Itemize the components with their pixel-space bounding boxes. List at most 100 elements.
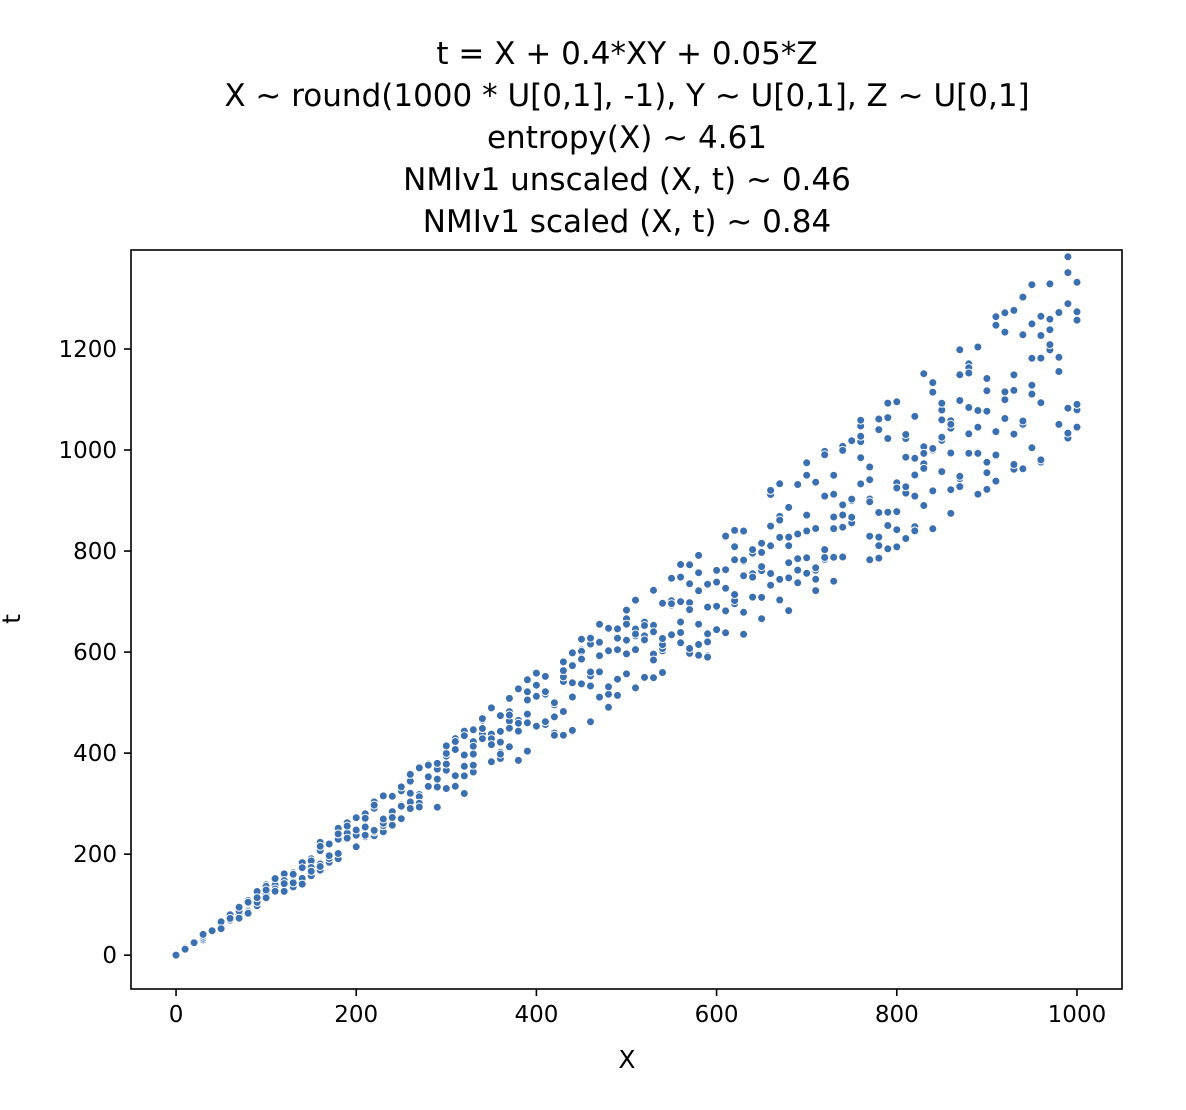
scatter-point (937, 415, 947, 425)
scatter-point (378, 814, 388, 824)
scatter-point (613, 624, 622, 634)
scatter-point (333, 829, 343, 839)
scatter-point (784, 606, 794, 616)
scatter-point (315, 862, 325, 871)
scatter-point (631, 629, 640, 639)
scatter-point (685, 644, 695, 653)
scatter-point (360, 830, 370, 840)
scatter-point (946, 419, 956, 429)
scatter-point (586, 633, 595, 643)
scatter-point (874, 414, 884, 424)
scatter-point (847, 494, 857, 504)
scatter-point (973, 422, 983, 432)
scatter-point (874, 532, 884, 542)
scatter-point (1054, 308, 1064, 317)
scatter-point (180, 944, 190, 954)
scatter-point (784, 502, 794, 512)
scatter-point (1072, 399, 1082, 409)
scatter-point (622, 669, 631, 679)
scatter-point (694, 586, 704, 596)
scatter-point (1036, 331, 1046, 340)
scatter-point (793, 578, 803, 588)
scatter-point (604, 689, 613, 699)
scatter-point (937, 432, 947, 442)
scatter-point (549, 698, 559, 708)
scatter-point (676, 572, 686, 582)
scatter-point (1027, 380, 1037, 390)
scatter-point (567, 692, 577, 702)
scatter-point (964, 368, 974, 378)
scatter-point (703, 579, 713, 589)
scatter-point (829, 470, 839, 480)
scatter-point (468, 749, 478, 759)
scatter-point (730, 525, 740, 535)
scatter-point (748, 592, 758, 602)
scatter-point (342, 821, 352, 831)
scatter-point (991, 427, 1001, 437)
scatter-point (964, 429, 974, 439)
scatter-point (567, 678, 577, 688)
scatter-point (757, 538, 767, 548)
scatter-point (910, 526, 920, 536)
scatter-point (829, 524, 839, 534)
y-tick-label: 200 (73, 842, 117, 868)
scatter-point (577, 634, 586, 644)
scatter-point (622, 605, 631, 615)
scatter-point (721, 531, 731, 541)
scatter-point (504, 742, 514, 752)
scatter-point (595, 637, 604, 647)
scatter-point (495, 737, 505, 747)
scatter-point (784, 532, 794, 542)
scatter-point (847, 512, 857, 522)
scatter-point (676, 638, 686, 648)
scatter-point (631, 683, 640, 693)
scatter-point (586, 681, 595, 691)
scatter-point (829, 489, 839, 499)
scatter-point (216, 924, 226, 934)
scatter-point (522, 675, 532, 685)
scatter-point (910, 491, 920, 501)
scatter-point (874, 553, 884, 563)
scatter-point (189, 938, 199, 948)
scatter-point (405, 804, 415, 813)
scatter-point (586, 717, 595, 727)
scatter-point (333, 849, 343, 858)
scatter-point (892, 397, 902, 407)
scatter-point (928, 444, 938, 453)
scatter-point (531, 668, 541, 678)
scatter-point (721, 606, 731, 616)
scatter-point (757, 592, 767, 602)
x-axis-label: X (618, 1045, 635, 1074)
scatter-point (982, 457, 992, 467)
scatter-point (1018, 292, 1028, 302)
scatter-point (1027, 389, 1037, 399)
scatter-point (450, 771, 460, 781)
scatter-point (739, 571, 749, 581)
title-line-1: t = X + 0.4*XY + 0.05*Z (436, 36, 817, 72)
scatter-point (910, 453, 920, 463)
scatter-point (973, 406, 983, 415)
scatter-point (243, 897, 253, 907)
scatter-point (495, 749, 505, 759)
scatter-point (892, 542, 902, 552)
y-tick-label: 400 (73, 741, 117, 767)
scatter-point (802, 510, 812, 520)
scatter-point (1036, 311, 1046, 321)
scatter-point (811, 563, 821, 573)
scatter-point (676, 628, 686, 637)
scatter-point (1027, 319, 1037, 329)
y-tick-label: 1000 (58, 438, 117, 464)
scatter-point (658, 598, 667, 608)
scatter-point (982, 386, 992, 396)
scatter-point (919, 501, 929, 510)
scatter-point (279, 886, 289, 896)
scatter-point (793, 529, 803, 539)
scatter-point (730, 542, 740, 552)
scatter-point (973, 448, 983, 458)
scatter-point (757, 547, 767, 557)
scatter-point (558, 730, 568, 740)
scatter-point (919, 448, 929, 458)
scatter-point (748, 572, 758, 582)
scatter-point (288, 878, 298, 888)
